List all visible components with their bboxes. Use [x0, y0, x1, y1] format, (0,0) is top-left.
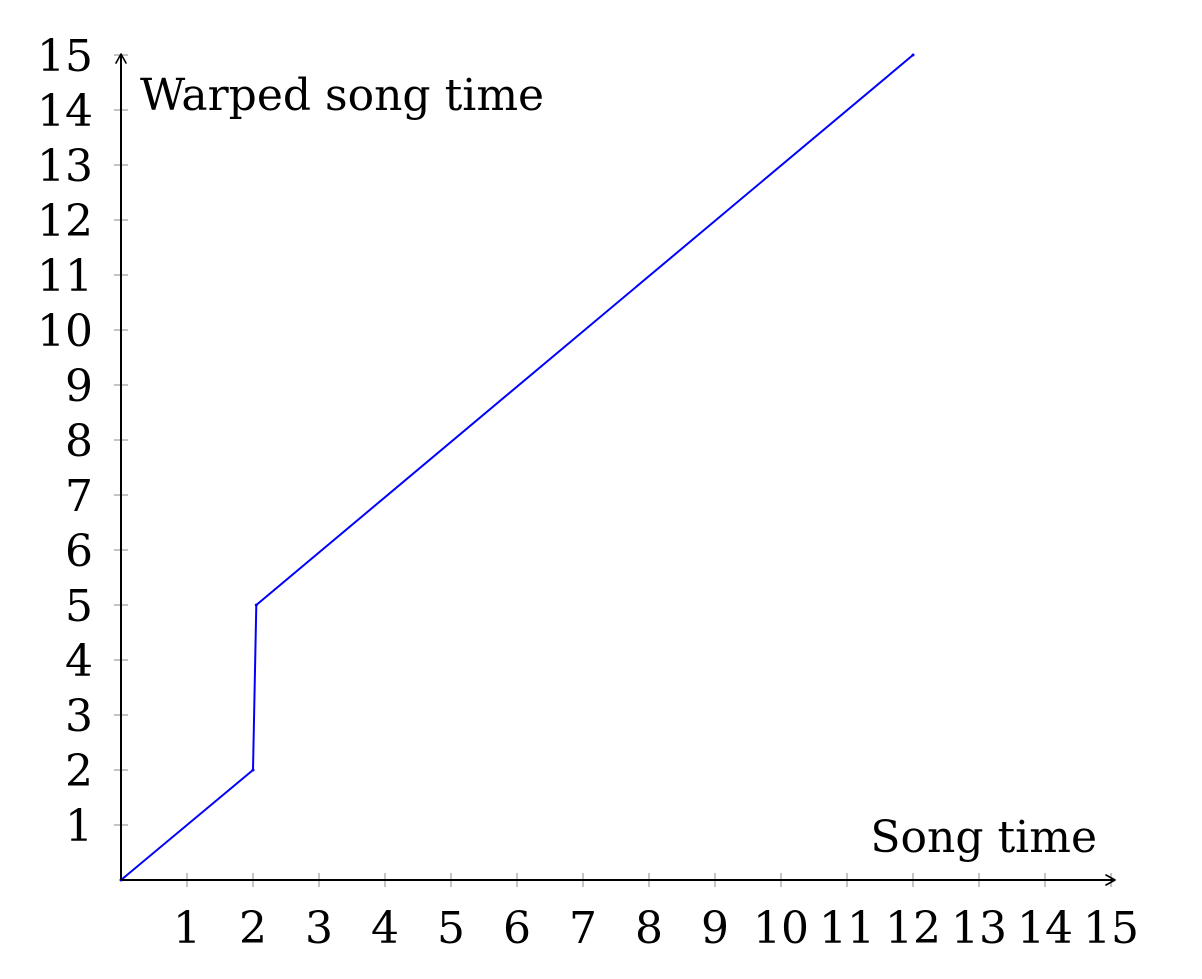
x-tick-label: 3	[305, 903, 333, 954]
y-tick-label: 13	[37, 141, 93, 192]
x-tick-label: 12	[885, 903, 941, 954]
y-axis-label: Warped song time	[140, 70, 544, 121]
x-tick-label: 2	[239, 903, 267, 954]
y-tick-label: 4	[65, 636, 93, 687]
data-point	[251, 768, 255, 772]
y-tick-label: 9	[65, 361, 93, 412]
x-tick-label: 1	[173, 903, 201, 954]
y-tick-label: 8	[65, 416, 93, 467]
x-tick-label: 8	[635, 903, 663, 954]
x-tick-label: 14	[1017, 903, 1073, 954]
x-tick-label: 11	[819, 903, 875, 954]
ticks-layer	[114, 54, 1112, 887]
series-layer	[119, 53, 915, 882]
y-tick-label: 14	[37, 86, 93, 137]
x-tick-label: 5	[437, 903, 465, 954]
x-tick-label: 13	[951, 903, 1007, 954]
y-tick-label: 5	[65, 581, 93, 632]
y-tick-label: 12	[37, 196, 93, 247]
y-tick-label: 2	[65, 746, 93, 797]
data-point	[254, 603, 258, 607]
tick-labels-layer: 1 2 3 4 5 6 7 8 9 10 11 12 13 14 151234567891011121314…	[37, 31, 1139, 954]
x-tick-label: 4	[371, 903, 399, 954]
x-tick-label: 10	[753, 903, 809, 954]
y-tick-label: 10	[37, 306, 93, 357]
y-tick-label: 15	[37, 31, 93, 82]
y-tick-label: 1	[65, 801, 93, 852]
x-tick-label: 9	[701, 903, 729, 954]
y-tick-label: 6	[65, 526, 93, 577]
y-tick-label: 7	[65, 471, 93, 522]
data-point	[911, 53, 915, 57]
x-tick-label: 15	[1083, 903, 1139, 954]
y-tick-label: 3	[65, 691, 93, 742]
x-axis-label: Song time	[870, 812, 1097, 863]
y-tick-label: 11	[37, 251, 93, 302]
series-line	[120, 54, 914, 881]
x-tick-label: 7	[569, 903, 597, 954]
x-tick-label: 6	[503, 903, 531, 954]
